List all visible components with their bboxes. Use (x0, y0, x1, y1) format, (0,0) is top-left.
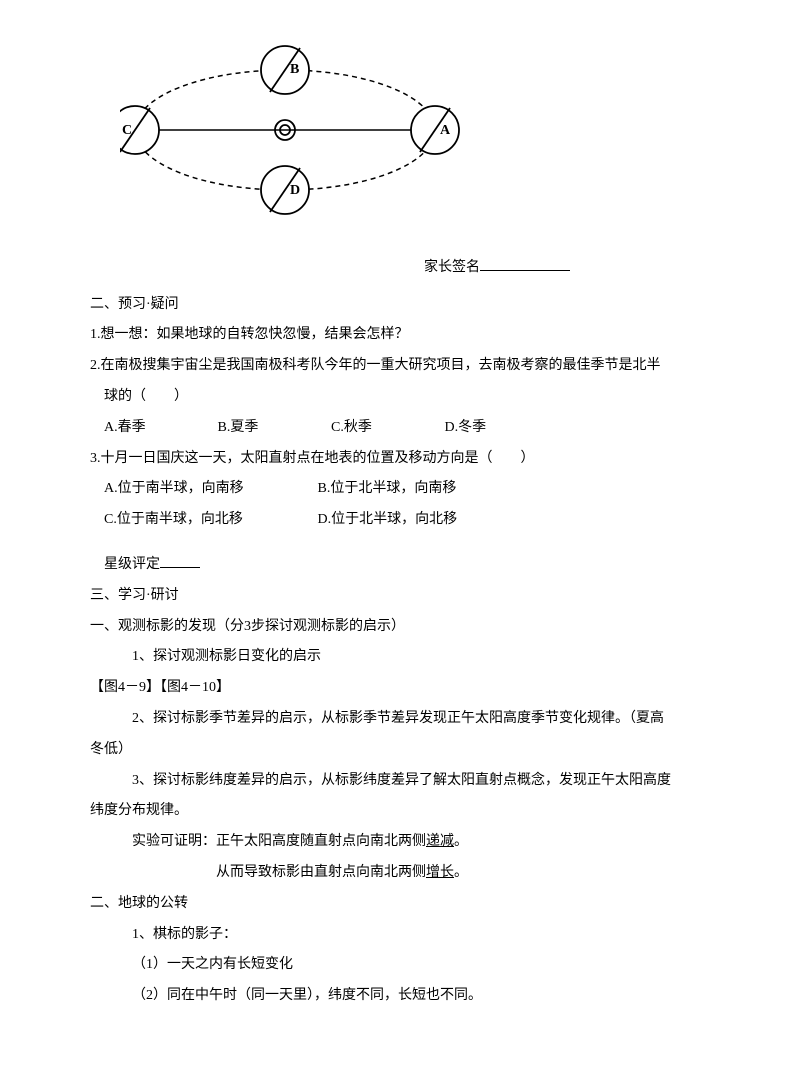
p1-2b: 冬低） (90, 735, 710, 766)
exp-line-1: 实验可证明：正午太阳高度随直射点向南北两侧递减。 (90, 827, 710, 858)
p1-3a: 3、探讨标影纬度差异的启示，从标影纬度差异了解太阳直射点概念，发现正午太阳高度 (90, 766, 710, 797)
node-a-label: A (440, 123, 451, 138)
question-2: 2.在南极搜集宇宙尘是我国南极科考队今年的一重大研究项目，去南极考察的最佳季节是… (90, 351, 710, 382)
q3-opt-b[interactable]: B.位于北半球，向南移 (318, 474, 528, 505)
p2-1-1: （1）一天之内有长短变化 (90, 950, 710, 981)
node-d-label: D (290, 183, 300, 198)
part1-title: 一、观测标影的发现（分3步探讨观测标影的启示） (90, 612, 710, 643)
node-b-label: B (290, 62, 299, 77)
question-1: 1.想一想：如果地球的自转忽快忽慢，结果会怎样？ (90, 320, 710, 351)
p1-2a: 2、探讨标影季节差异的启示，从标影季节差异发现正午太阳高度季节变化规律。（夏高 (90, 704, 710, 735)
orbit-diagram: B A D C (120, 40, 710, 243)
question-3: 3.十月一日国庆这一天，太阳直射点在地表的位置及移动方向是（ ） (90, 444, 710, 475)
p2-1: 1、棋标的影子： (90, 920, 710, 951)
q2-opt-b[interactable]: B.夏季 (218, 413, 328, 444)
section-3-title: 三、学习·研讨 (90, 581, 710, 612)
p1-3b: 纬度分布规律。 (90, 796, 710, 827)
question-3-options-row2: C.位于南半球，向北移 D.位于北半球，向北移 (90, 505, 710, 536)
question-2-cont: 球的（ ） (90, 382, 710, 413)
part2-title: 二、地球的公转 (90, 889, 710, 920)
q2-opt-d[interactable]: D.冬季 (445, 413, 555, 444)
p1-1: 1、探讨观测标影日变化的启示 (90, 642, 710, 673)
star-rating-label: 星级评定 (104, 557, 160, 572)
signature-line[interactable] (480, 270, 570, 271)
question-2-options: A.春季 B.夏季 C.秋季 D.冬季 (90, 413, 710, 444)
p2-1-2: （2）同在中午时（同一天里），纬度不同，长短也不同。 (90, 981, 710, 1012)
q3-opt-a[interactable]: A.位于南半球，向南移 (104, 474, 314, 505)
signature-label: 家长签名 (424, 260, 480, 275)
q3-opt-d[interactable]: D.位于北半球，向北移 (318, 505, 528, 536)
node-c-label: C (122, 123, 132, 138)
q2-opt-c[interactable]: C.秋季 (331, 413, 441, 444)
question-3-options-row1: A.位于南半球，向南移 B.位于北半球，向南移 (90, 474, 710, 505)
q3-opt-c[interactable]: C.位于南半球，向北移 (104, 505, 314, 536)
star-rating-line[interactable] (160, 567, 200, 568)
figure-ref: 【图4－9】【图4－10】 (90, 673, 710, 704)
section-2-title: 二、预习·疑问 (90, 290, 710, 321)
exp-line-2: 从而导致标影由直射点向南北两侧增长。 (90, 858, 710, 889)
q2-opt-a[interactable]: A.春季 (104, 413, 214, 444)
